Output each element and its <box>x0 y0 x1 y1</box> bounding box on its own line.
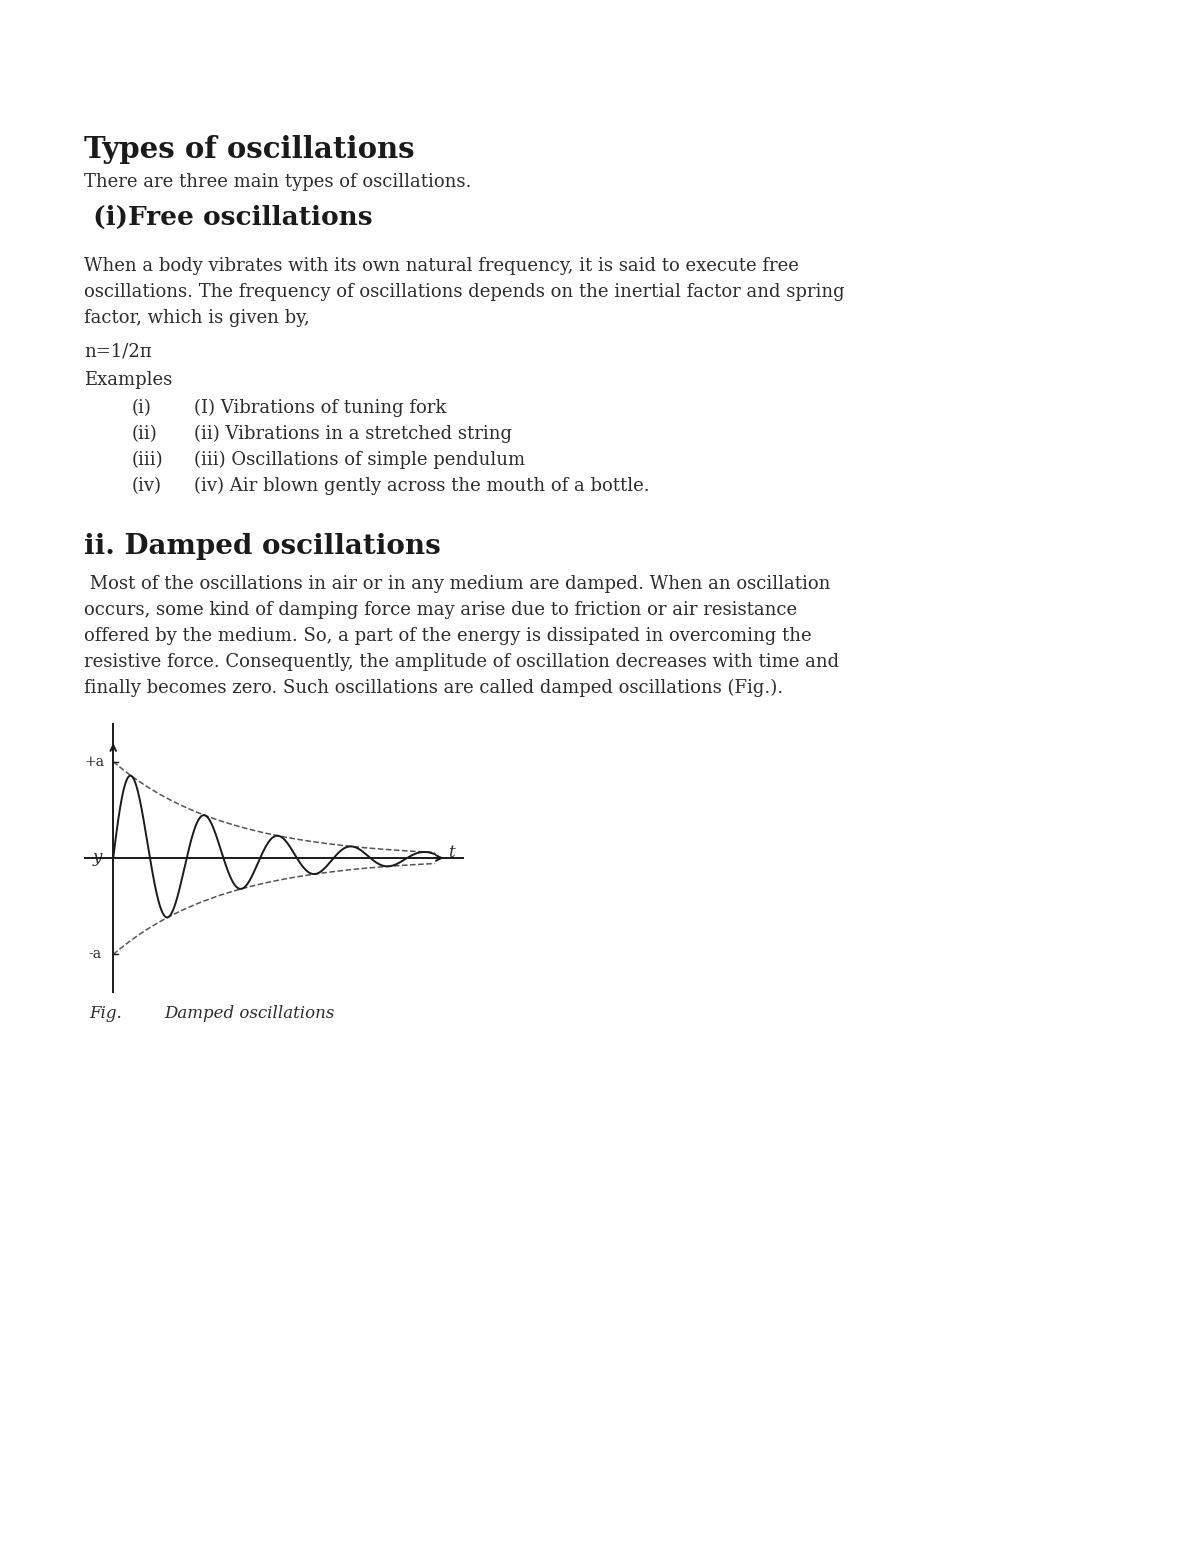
Text: (iii) Oscillations of simple pendulum: (iii) Oscillations of simple pendulum <box>194 450 526 469</box>
Text: finally becomes zero. Such oscillations are called damped oscillations (Fig.).: finally becomes zero. Such oscillations … <box>84 679 784 697</box>
Text: resistive force. Consequently, the amplitude of oscillation decreases with time : resistive force. Consequently, the ampli… <box>84 652 839 671</box>
Text: t: t <box>448 843 455 860</box>
Text: When a body vibrates with its own natural frequency, it is said to execute free: When a body vibrates with its own natura… <box>84 256 799 275</box>
Text: (iv): (iv) <box>132 477 162 495</box>
Text: (ii): (ii) <box>132 426 157 443</box>
Text: (iii): (iii) <box>132 450 163 469</box>
Text: (iv) Air blown gently across the mouth of a bottle.: (iv) Air blown gently across the mouth o… <box>194 477 649 495</box>
Text: offered by the medium. So, a part of the energy is dissipated in overcoming the: offered by the medium. So, a part of the… <box>84 627 811 644</box>
Text: Damped oscillations: Damped oscillations <box>164 1005 335 1022</box>
Text: occurs, some kind of damping force may arise due to friction or air resistance: occurs, some kind of damping force may a… <box>84 601 797 620</box>
Text: (ii) Vibrations in a stretched string: (ii) Vibrations in a stretched string <box>194 426 512 443</box>
Text: -a: -a <box>88 947 101 961</box>
Text: y: y <box>92 849 102 867</box>
Text: (I) Vibrations of tuning fork: (I) Vibrations of tuning fork <box>194 399 446 418</box>
Text: +a: +a <box>84 755 104 769</box>
Text: There are three main types of oscillations.: There are three main types of oscillatio… <box>84 172 472 191</box>
Text: Fig.: Fig. <box>89 1005 121 1022</box>
Text: n=1/2π: n=1/2π <box>84 343 151 360</box>
Text: ii. Damped oscillations: ii. Damped oscillations <box>84 533 440 561</box>
Text: (i)Free oscillations: (i)Free oscillations <box>84 205 373 230</box>
Text: Examples: Examples <box>84 371 173 388</box>
Text: Types of oscillations: Types of oscillations <box>84 135 415 165</box>
Text: oscillations. The frequency of oscillations depends on the inertial factor and s: oscillations. The frequency of oscillati… <box>84 283 845 301</box>
Text: (i): (i) <box>132 399 152 418</box>
Text: Most of the oscillations in air or in any medium are damped. When an oscillation: Most of the oscillations in air or in an… <box>84 575 830 593</box>
Text: factor, which is given by,: factor, which is given by, <box>84 309 310 328</box>
